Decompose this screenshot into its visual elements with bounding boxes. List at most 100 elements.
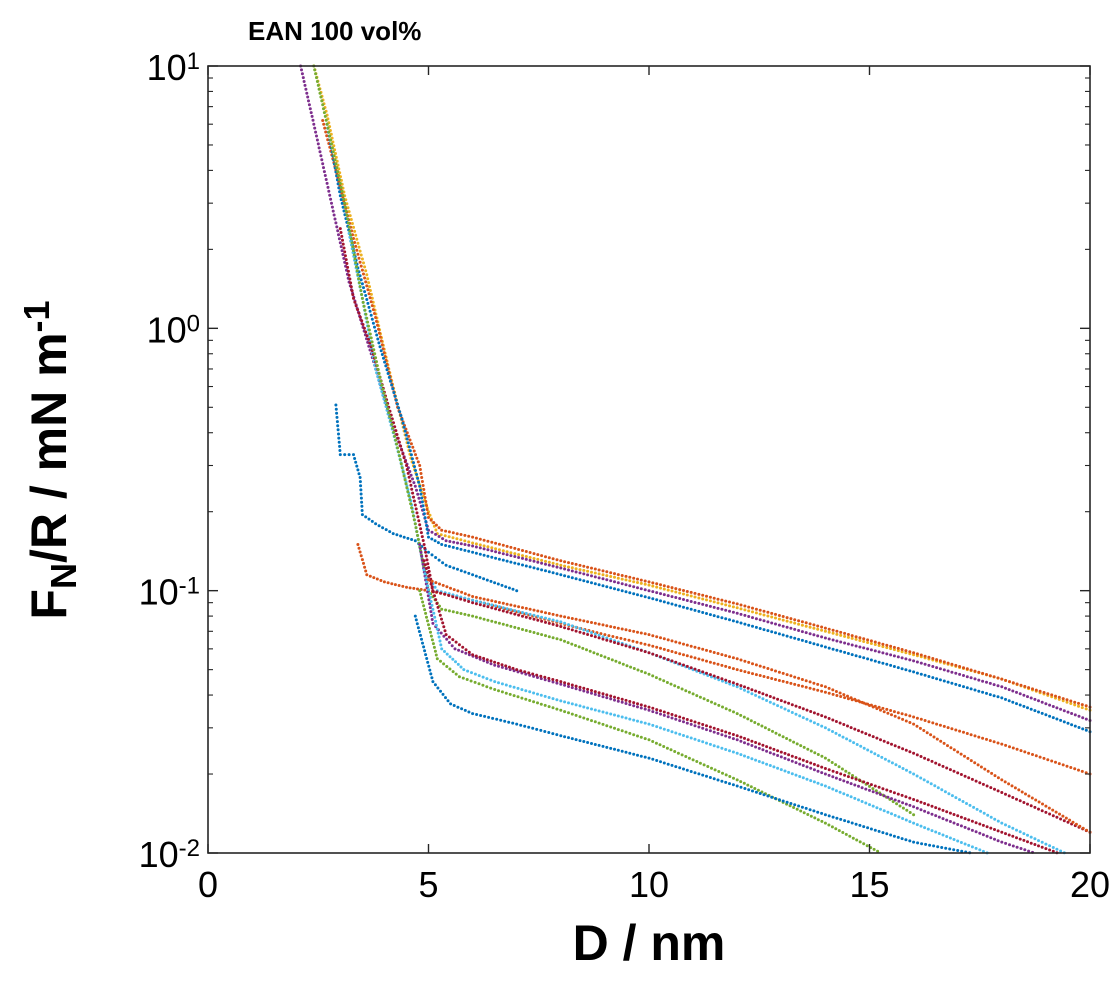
data-point: [896, 711, 900, 715]
data-point: [422, 488, 426, 491]
data-point: [892, 791, 896, 795]
data-point: [970, 819, 974, 823]
data-point: [512, 694, 516, 698]
data-point: [315, 80, 319, 83]
data-point: [323, 174, 327, 177]
data-point: [463, 596, 467, 600]
data-point: [361, 323, 365, 326]
data-point: [717, 678, 721, 682]
data-point: [889, 789, 893, 793]
data-point: [789, 681, 793, 685]
data-point: [1065, 698, 1069, 702]
data-point: [758, 792, 762, 795]
data-point: [425, 508, 429, 511]
data-point: [398, 458, 402, 462]
data-point: [607, 657, 611, 660]
data-point: [697, 592, 701, 596]
data-point: [843, 634, 847, 638]
data-point: [790, 759, 794, 763]
data-point: [316, 142, 320, 146]
data-point: [494, 607, 498, 611]
data-point: [643, 582, 647, 586]
data-point: [674, 590, 678, 594]
data-point: [1007, 688, 1011, 692]
data-point: [816, 643, 820, 647]
data-point: [728, 600, 731, 604]
data-point: [919, 661, 923, 665]
data-point: [355, 248, 359, 252]
data-point: [559, 614, 563, 618]
data-point: [720, 616, 724, 620]
data-point: [424, 500, 428, 503]
data-point: [1040, 700, 1044, 704]
data-point: [794, 761, 798, 765]
data-point: [450, 644, 454, 648]
data-point: [950, 727, 954, 731]
data-point: [601, 584, 605, 588]
data-point: [485, 685, 489, 689]
data-point: [655, 654, 659, 657]
data-point: [655, 725, 659, 729]
data-point: [447, 594, 451, 597]
data-point: [905, 808, 909, 812]
data-point: [787, 753, 791, 757]
data-point: [919, 653, 923, 657]
data-point: [392, 391, 396, 395]
data-point: [551, 706, 555, 710]
data-point: [643, 650, 647, 654]
data-point: [613, 698, 616, 702]
data-point: [1037, 710, 1040, 714]
data-point: [643, 579, 647, 583]
data-point: [429, 610, 433, 614]
data-point: [544, 555, 547, 559]
data-point: [958, 729, 962, 733]
data-point: [636, 668, 640, 672]
data-point: [869, 642, 873, 645]
data-point: [800, 623, 804, 627]
data-point: [624, 578, 628, 582]
data-point: [985, 673, 988, 676]
data-point: [321, 119, 325, 122]
data-point: [343, 250, 347, 254]
data-point: [601, 710, 605, 714]
data-point: [742, 715, 746, 719]
data-point: [705, 612, 708, 615]
data-point: [901, 806, 905, 810]
data-point: [517, 556, 521, 559]
data-point: [374, 356, 378, 360]
data-point: [425, 504, 428, 507]
data-point: [768, 751, 772, 755]
data-point: [904, 719, 908, 723]
data-point: [794, 773, 798, 777]
data-point: [445, 637, 449, 641]
data-point: [958, 672, 962, 676]
data-point: [665, 746, 669, 750]
data-point: [414, 453, 417, 457]
data-point: [418, 464, 422, 467]
data-point: [486, 602, 490, 606]
data-point: [609, 579, 613, 583]
data-point: [430, 638, 434, 642]
data-point: [823, 726, 827, 730]
data-point: [901, 817, 905, 820]
data-point: [670, 639, 674, 643]
data-point: [632, 733, 636, 737]
data-point: [659, 712, 662, 716]
data-point: [540, 561, 544, 565]
data-point: [536, 632, 540, 636]
data-point: [358, 480, 362, 484]
data-point: [490, 546, 494, 550]
data-point: [536, 618, 540, 622]
data-point: [988, 674, 992, 678]
data-point: [440, 528, 444, 532]
data-point: [574, 562, 578, 566]
data-point: [493, 581, 497, 585]
data-point: [923, 756, 927, 760]
data-point: [731, 681, 735, 685]
data-point: [348, 214, 352, 218]
data-point: [419, 633, 422, 637]
data-point: [412, 499, 416, 503]
data-point: [337, 186, 341, 190]
data-point: [424, 567, 428, 570]
data-point: [559, 566, 563, 570]
